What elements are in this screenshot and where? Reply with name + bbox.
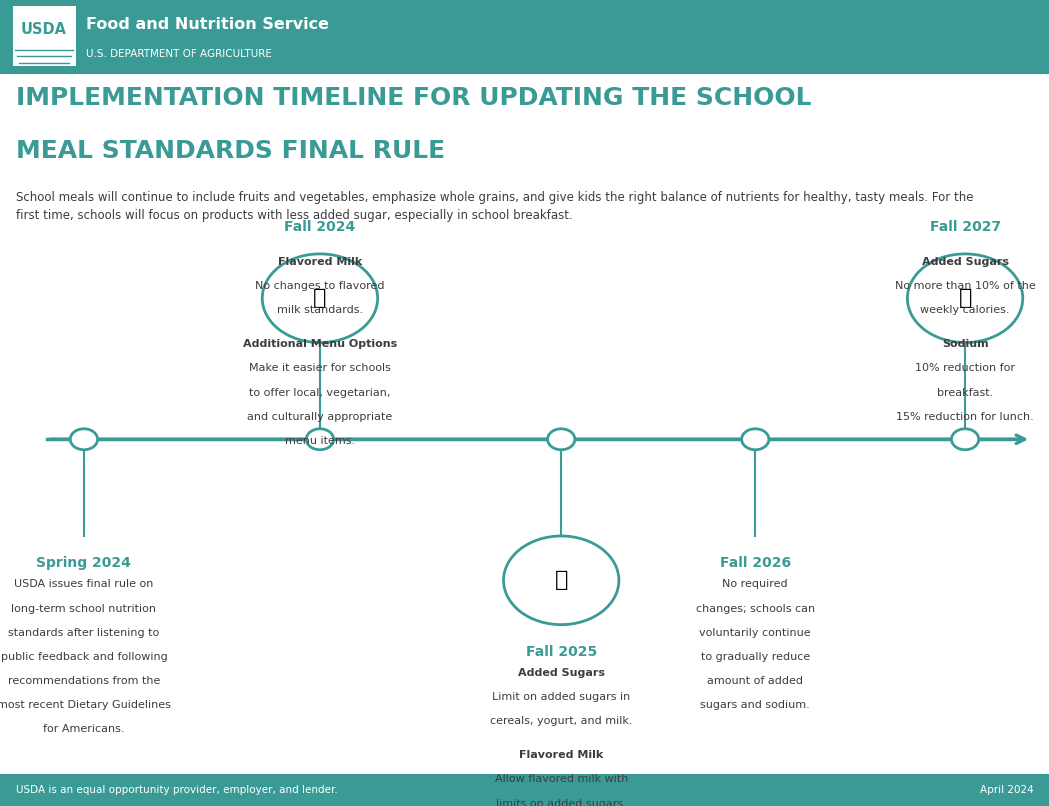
Text: Additional Menu Options: Additional Menu Options <box>242 339 398 349</box>
Circle shape <box>262 254 378 343</box>
Text: Fall 2025: Fall 2025 <box>526 645 597 659</box>
Text: 🖼: 🖼 <box>555 571 568 590</box>
Text: limits on added sugars.: limits on added sugars. <box>496 799 626 806</box>
Bar <box>0 0 1049 74</box>
Circle shape <box>504 536 619 625</box>
Circle shape <box>951 429 979 450</box>
Text: U.S. DEPARTMENT OF AGRICULTURE: U.S. DEPARTMENT OF AGRICULTURE <box>86 49 272 59</box>
Text: recommendations from the: recommendations from the <box>7 676 160 686</box>
Text: No changes to flavored: No changes to flavored <box>255 281 385 291</box>
Text: MEAL STANDARDS FINAL RULE: MEAL STANDARDS FINAL RULE <box>16 139 445 163</box>
Text: for Americans.: for Americans. <box>43 725 125 734</box>
Text: sugars and sodium.: sugars and sodium. <box>701 700 810 710</box>
Text: Fall 2027: Fall 2027 <box>929 220 1001 234</box>
Circle shape <box>742 429 769 450</box>
Text: menu items.: menu items. <box>285 436 355 446</box>
Text: Limit on added sugars in: Limit on added sugars in <box>492 692 630 702</box>
Text: voluntarily continue: voluntarily continue <box>700 628 811 638</box>
Text: breakfast.: breakfast. <box>937 388 993 397</box>
Text: Food and Nutrition Service: Food and Nutrition Service <box>86 17 329 31</box>
Text: 10% reduction for: 10% reduction for <box>915 364 1015 373</box>
Text: Flavored Milk: Flavored Milk <box>278 257 362 267</box>
Text: milk standards.: milk standards. <box>277 305 363 315</box>
Text: No more than 10% of the: No more than 10% of the <box>895 281 1035 291</box>
Text: Added Sugars: Added Sugars <box>922 257 1008 267</box>
Text: Spring 2024: Spring 2024 <box>37 556 131 570</box>
Circle shape <box>548 429 575 450</box>
Text: standards after listening to: standards after listening to <box>8 628 159 638</box>
Text: USDA: USDA <box>21 22 67 36</box>
Text: 🖼: 🖼 <box>959 289 971 308</box>
Text: Sodium: Sodium <box>942 339 988 349</box>
Text: and culturally appropriate: and culturally appropriate <box>248 412 392 422</box>
Text: School meals will continue to include fruits and vegetables, emphasize whole gra: School meals will continue to include fr… <box>16 191 973 222</box>
Bar <box>0 774 1049 806</box>
Text: No required: No required <box>723 580 788 589</box>
Circle shape <box>306 429 334 450</box>
Text: to offer local, vegetarian,: to offer local, vegetarian, <box>250 388 390 397</box>
Text: Fall 2026: Fall 2026 <box>720 556 791 570</box>
Text: to gradually reduce: to gradually reduce <box>701 652 810 662</box>
Text: IMPLEMENTATION TIMELINE FOR UPDATING THE SCHOOL: IMPLEMENTATION TIMELINE FOR UPDATING THE… <box>16 86 811 110</box>
Text: Allow flavored milk with: Allow flavored milk with <box>494 775 628 784</box>
Text: Flavored Milk: Flavored Milk <box>519 750 603 760</box>
Text: long-term school nutrition: long-term school nutrition <box>12 604 156 613</box>
Bar <box>13 6 76 66</box>
Text: cereals, yogurt, and milk.: cereals, yogurt, and milk. <box>490 717 633 726</box>
Text: 🖼: 🖼 <box>314 289 326 308</box>
Circle shape <box>907 254 1023 343</box>
Text: USDA issues final rule on: USDA issues final rule on <box>15 580 153 589</box>
Text: USDA is an equal opportunity provider, employer, and lender.: USDA is an equal opportunity provider, e… <box>16 785 338 795</box>
Text: public feedback and following: public feedback and following <box>1 652 167 662</box>
Text: Added Sugars: Added Sugars <box>518 668 604 678</box>
Text: changes; schools can: changes; schools can <box>695 604 815 613</box>
Circle shape <box>70 429 98 450</box>
Text: most recent Dietary Guidelines: most recent Dietary Guidelines <box>0 700 171 710</box>
Text: April 2024: April 2024 <box>980 785 1033 795</box>
Text: weekly calories.: weekly calories. <box>920 305 1010 315</box>
Text: Make it easier for schools: Make it easier for schools <box>249 364 391 373</box>
Text: 15% reduction for lunch.: 15% reduction for lunch. <box>896 412 1034 422</box>
Text: amount of added: amount of added <box>707 676 804 686</box>
Text: Fall 2024: Fall 2024 <box>284 220 356 234</box>
